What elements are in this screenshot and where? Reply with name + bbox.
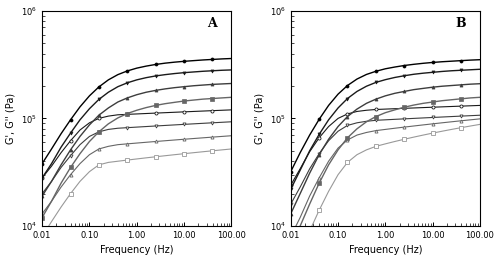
Y-axis label: G', G'' (Pa): G', G'' (Pa) bbox=[254, 93, 264, 144]
Y-axis label: G', G'' (Pa): G', G'' (Pa) bbox=[6, 93, 16, 144]
Text: A: A bbox=[207, 17, 216, 30]
Text: B: B bbox=[456, 17, 466, 30]
X-axis label: Frequency (Hz): Frequency (Hz) bbox=[100, 245, 174, 256]
X-axis label: Frequency (Hz): Frequency (Hz) bbox=[348, 245, 422, 256]
